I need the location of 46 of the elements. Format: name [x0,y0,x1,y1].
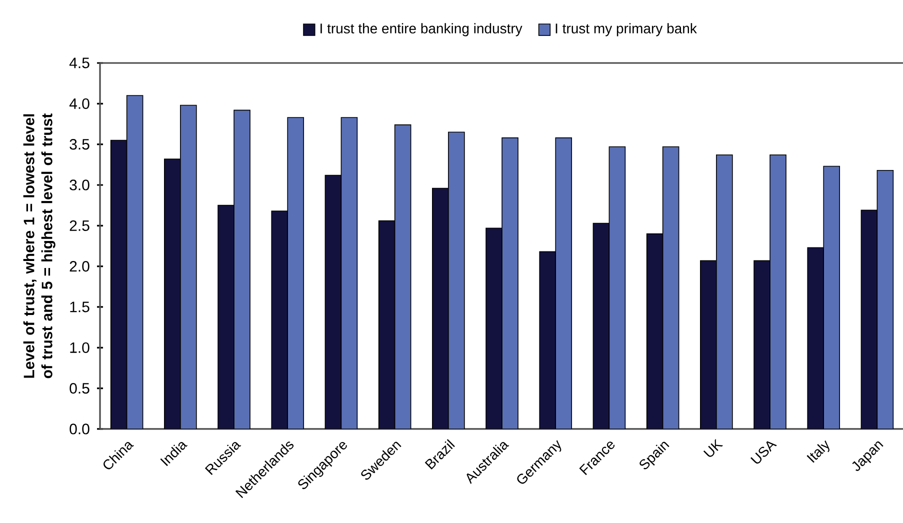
bar [700,260,717,429]
bar [271,210,288,429]
bar [662,146,680,429]
bar [110,140,128,429]
bar [592,222,610,429]
bar [218,204,234,429]
y-tick-label: 2.0 [70,261,90,272]
y-tick-label: 0.0 [70,424,90,434]
y-tick-label: 4.5 [69,58,90,68]
y-tick-label: 1.5 [70,302,90,312]
bar [555,137,572,429]
y-tick-label: 4.0 [69,98,90,109]
bar [770,154,786,429]
bar [180,104,197,429]
bar [287,117,304,429]
bar [876,170,894,429]
bar [324,174,342,429]
x-tick-label: UK [703,438,724,457]
bar [502,137,518,429]
bar [754,260,770,429]
bar [646,233,664,429]
bar [860,210,878,429]
y-tick-label: 1.0 [70,342,90,353]
y-tick-label: 3.0 [70,180,90,190]
legend-label: I trust my primary bank [556,23,697,36]
x-tick-label: USA [750,441,777,464]
y-axis-title: Level of trust, where 1 = lowest level of trust and 5 = highest level of trust [23,113,56,378]
bar [432,188,449,429]
bar [340,117,358,429]
y-tick-label: 2.5 [70,220,90,231]
bar [486,228,502,429]
y-tick-label: 3.5 [70,139,90,150]
bar [608,146,626,429]
bar [234,110,250,429]
y-tick-label: 0.5 [70,383,90,394]
bar [448,132,465,429]
legend-label: I trust the entire banking industry [320,23,522,36]
bar [378,220,396,429]
bar [164,158,181,429]
bar [539,251,556,429]
x-tick-label: Italy [806,440,830,463]
bar [823,166,840,429]
bar [716,154,733,429]
bar [394,124,412,429]
bar [126,95,144,429]
bar [807,247,824,429]
